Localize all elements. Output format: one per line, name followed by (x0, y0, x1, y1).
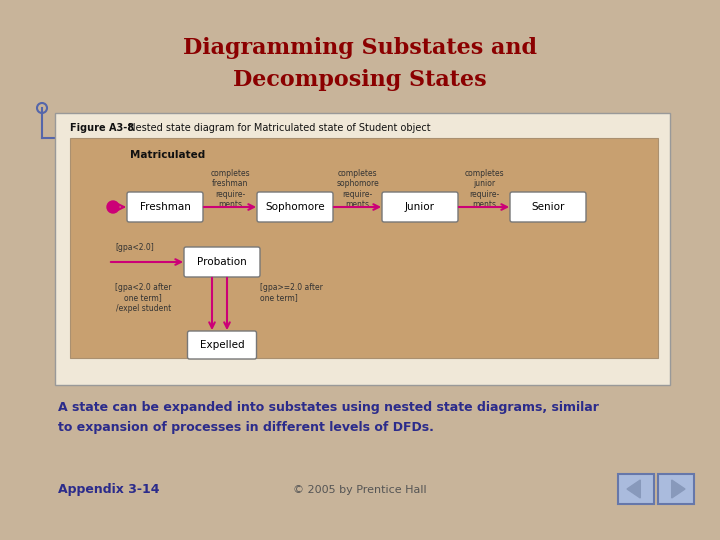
FancyBboxPatch shape (55, 113, 670, 385)
Text: Matriculated: Matriculated (130, 150, 205, 160)
Text: Diagramming Substates and: Diagramming Substates and (183, 37, 537, 59)
Text: Nested state diagram for Matriculated state of Student object: Nested state diagram for Matriculated st… (122, 123, 431, 133)
Text: Sophomore: Sophomore (265, 202, 325, 212)
Polygon shape (627, 480, 640, 498)
FancyBboxPatch shape (658, 474, 694, 504)
Text: © 2005 by Prentice Hall: © 2005 by Prentice Hall (293, 485, 427, 495)
FancyBboxPatch shape (618, 474, 654, 504)
Text: Decomposing States: Decomposing States (233, 69, 487, 91)
Text: Expelled: Expelled (199, 340, 244, 350)
Polygon shape (672, 480, 685, 498)
Text: completes
junior
require-
ments: completes junior require- ments (464, 169, 504, 209)
Text: Senior: Senior (531, 202, 564, 212)
Text: Junior: Junior (405, 202, 435, 212)
FancyBboxPatch shape (70, 138, 658, 358)
Text: completes
sophomore
require-
ments: completes sophomore require- ments (336, 169, 379, 209)
Text: [gpa>=2.0 after
one term]: [gpa>=2.0 after one term] (260, 283, 323, 302)
Text: [gpa<2.0]: [gpa<2.0] (115, 244, 154, 253)
FancyBboxPatch shape (127, 192, 203, 222)
Circle shape (107, 201, 119, 213)
Text: Probation: Probation (197, 257, 247, 267)
FancyBboxPatch shape (382, 192, 458, 222)
Text: Appendix 3-14: Appendix 3-14 (58, 483, 160, 496)
Text: Figure A3-8: Figure A3-8 (70, 123, 134, 133)
Text: Freshman: Freshman (140, 202, 190, 212)
Text: A state can be expanded into substates using nested state diagrams, similar: A state can be expanded into substates u… (58, 401, 599, 414)
FancyBboxPatch shape (510, 192, 586, 222)
Text: to expansion of processes in different levels of DFDs.: to expansion of processes in different l… (58, 421, 434, 434)
Text: completes
freshman
require-
ments: completes freshman require- ments (210, 169, 250, 209)
Text: [gpa<2.0 after
one term]
/expel student: [gpa<2.0 after one term] /expel student (115, 283, 171, 313)
FancyBboxPatch shape (187, 331, 256, 359)
FancyBboxPatch shape (184, 247, 260, 277)
FancyBboxPatch shape (257, 192, 333, 222)
